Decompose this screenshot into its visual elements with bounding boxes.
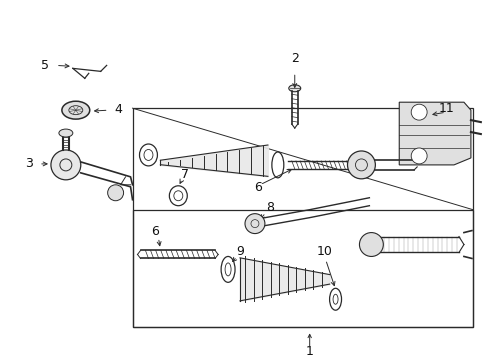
Text: 1: 1 <box>305 345 313 357</box>
Ellipse shape <box>288 85 300 92</box>
Circle shape <box>347 151 375 179</box>
Text: 2: 2 <box>290 52 298 65</box>
Circle shape <box>410 104 426 120</box>
Text: 11: 11 <box>438 102 454 115</box>
Text: 5: 5 <box>41 59 49 72</box>
Bar <box>132 108 472 327</box>
Bar <box>132 210 472 327</box>
Text: 8: 8 <box>265 201 273 214</box>
Circle shape <box>410 148 426 164</box>
Text: 6: 6 <box>253 181 262 194</box>
Ellipse shape <box>62 101 90 119</box>
Text: 10: 10 <box>316 245 332 258</box>
Text: 4: 4 <box>114 103 122 116</box>
Circle shape <box>244 214 264 234</box>
Polygon shape <box>398 102 470 165</box>
Text: 9: 9 <box>236 245 244 258</box>
Circle shape <box>51 150 81 180</box>
Circle shape <box>359 233 383 256</box>
Text: 7: 7 <box>181 168 189 181</box>
Ellipse shape <box>59 129 73 137</box>
Text: 6: 6 <box>151 225 159 238</box>
Text: 3: 3 <box>25 157 33 170</box>
Circle shape <box>107 185 123 201</box>
